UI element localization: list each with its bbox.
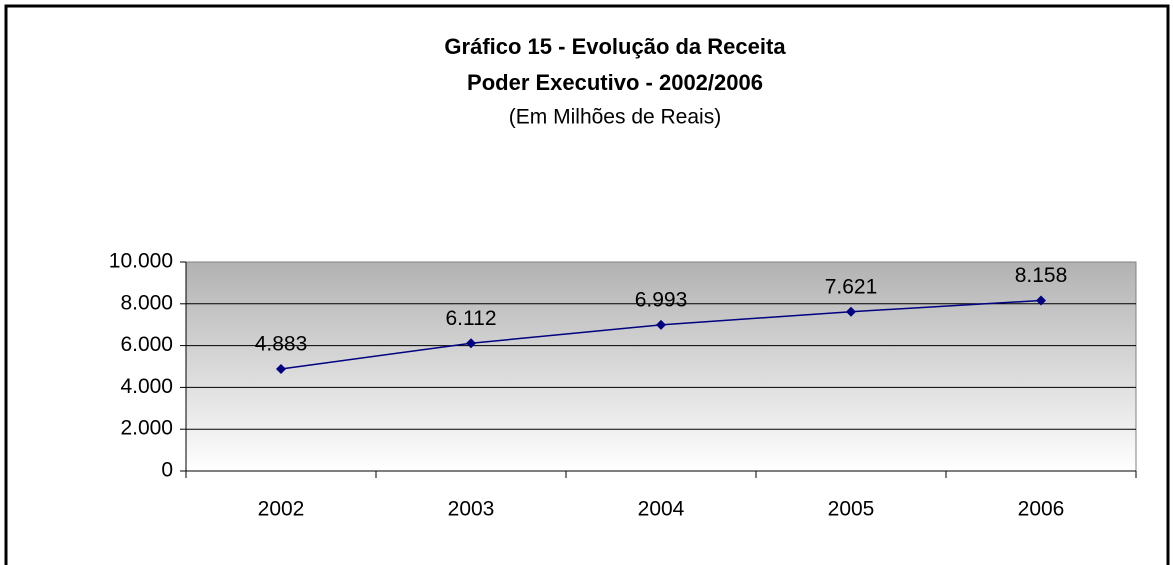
data-label: 6.993 <box>635 288 688 311</box>
frame <box>4 4 1170 565</box>
y-tick-label: 4.000 <box>120 375 173 398</box>
marker <box>276 363 286 374</box>
chart-subtitle: (Em Milhões de Reais) <box>509 106 721 129</box>
x-tick-label: 2005 <box>828 498 875 521</box>
data-label: 6.112 <box>446 307 497 330</box>
x-tick-label: 2006 <box>1018 498 1065 521</box>
y-tick-label: 2.000 <box>120 417 173 440</box>
y-tick-label: 0 <box>161 459 173 482</box>
marker <box>466 338 476 349</box>
marker <box>656 319 666 330</box>
data-label: 4.883 <box>255 332 308 355</box>
y-tick-label: 10.000 <box>109 250 173 273</box>
y-tick-label: 6.000 <box>120 333 173 356</box>
x-tick-label: 2004 <box>638 498 685 521</box>
y-tick-label: 8.000 <box>120 291 173 314</box>
data-label: 8.158 <box>1015 264 1068 287</box>
x-tick-label: 2003 <box>448 498 495 521</box>
data-label: 7.621 <box>825 275 878 298</box>
marker <box>846 306 856 317</box>
x-tick-label: 2002 <box>258 498 305 521</box>
marker <box>1036 295 1046 306</box>
chart-title: Poder Executivo - 2002/2006 <box>467 70 763 95</box>
chart-title: Gráfico 15 - Evolução da Receita <box>444 34 786 59</box>
